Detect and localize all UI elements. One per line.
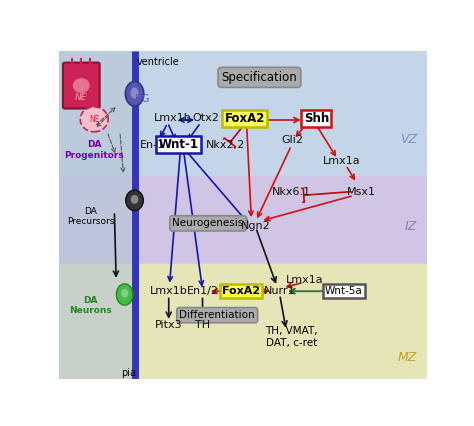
- Bar: [59, 51, 135, 379]
- Text: ventricle: ventricle: [137, 57, 180, 66]
- Text: Ngn2: Ngn2: [241, 221, 271, 230]
- Ellipse shape: [126, 190, 143, 210]
- Text: FoxA2: FoxA2: [222, 286, 260, 296]
- Text: MZ: MZ: [398, 351, 418, 364]
- Text: FoxA2: FoxA2: [225, 112, 265, 125]
- Text: Specification: Specification: [221, 71, 297, 84]
- Ellipse shape: [125, 81, 144, 106]
- Ellipse shape: [130, 87, 139, 99]
- FancyBboxPatch shape: [63, 63, 100, 109]
- Text: RG: RG: [135, 94, 149, 104]
- Text: Nkx2.2: Nkx2.2: [206, 140, 245, 150]
- Text: Gli2: Gli2: [282, 135, 303, 145]
- Text: TH, VMAT,
DAT, c-ret: TH, VMAT, DAT, c-ret: [265, 326, 318, 348]
- Text: Pitx3: Pitx3: [155, 320, 182, 330]
- Ellipse shape: [130, 194, 139, 204]
- Text: IZ: IZ: [405, 220, 418, 233]
- Circle shape: [80, 107, 108, 132]
- Bar: [59, 51, 427, 176]
- Text: Lmx1b: Lmx1b: [154, 113, 192, 124]
- Text: En-1: En-1: [140, 140, 165, 150]
- Text: Nurr1: Nurr1: [264, 286, 295, 296]
- Text: Wnt-1: Wnt-1: [159, 138, 199, 151]
- Bar: [59, 176, 427, 264]
- Text: Nkx6.1: Nkx6.1: [272, 187, 311, 196]
- Text: pia: pia: [121, 368, 137, 378]
- Bar: [59, 264, 427, 379]
- Text: NE: NE: [89, 115, 100, 124]
- Text: Lmx1b: Lmx1b: [150, 286, 188, 296]
- Text: TH: TH: [195, 320, 210, 330]
- Text: NE: NE: [75, 93, 88, 102]
- Text: Differentiation: Differentiation: [179, 310, 255, 320]
- Text: VZ: VZ: [400, 133, 418, 146]
- Text: DA
Neurons: DA Neurons: [69, 296, 112, 315]
- Text: DA
Precursors: DA Precursors: [67, 207, 114, 227]
- Text: Otx2: Otx2: [192, 113, 219, 124]
- Text: Shh: Shh: [304, 112, 329, 125]
- Circle shape: [72, 78, 91, 94]
- Text: Msx1: Msx1: [346, 187, 376, 196]
- Text: En1/2: En1/2: [186, 286, 219, 296]
- Ellipse shape: [120, 288, 128, 298]
- Text: Neurogenesis: Neurogenesis: [173, 219, 244, 228]
- Text: Lmx1a: Lmx1a: [286, 275, 323, 285]
- Text: Lmx1a: Lmx1a: [323, 156, 360, 166]
- Ellipse shape: [117, 284, 133, 305]
- Text: DA
Progenitors: DA Progenitors: [64, 141, 124, 160]
- Text: Wnt-5a: Wnt-5a: [325, 286, 363, 296]
